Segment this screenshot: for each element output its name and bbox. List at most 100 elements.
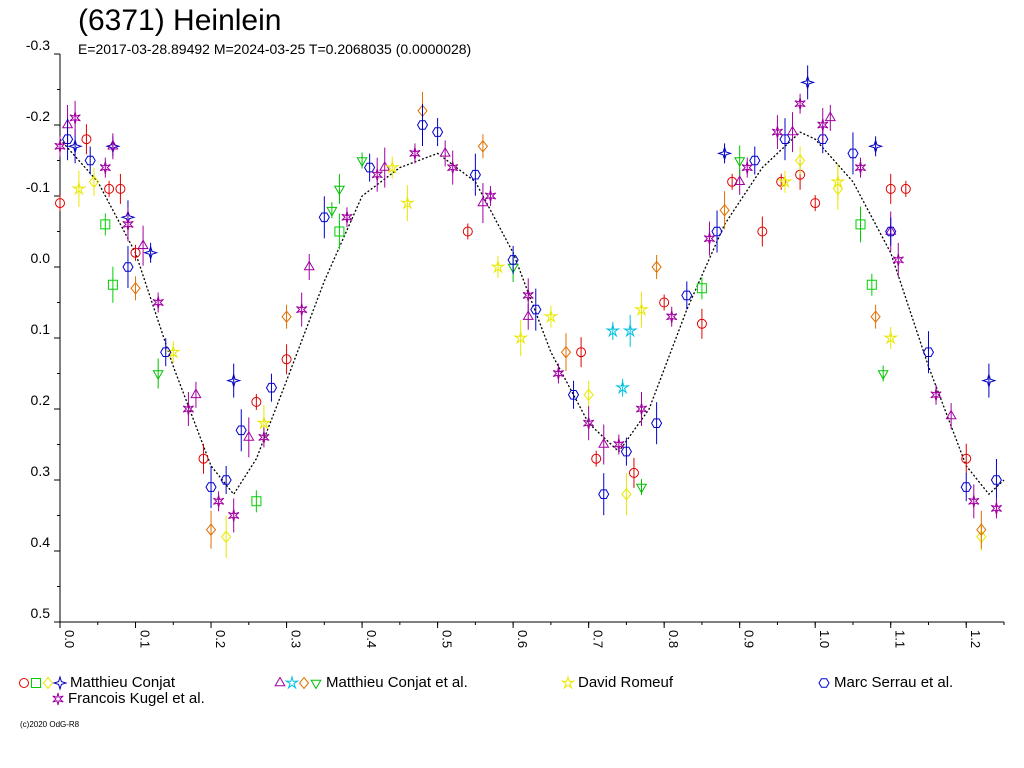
data-point [696, 318, 707, 329]
data-point [371, 168, 383, 181]
series-group [67, 65, 997, 398]
legend-label: David Romeuf [578, 674, 674, 691]
data-point [205, 482, 217, 492]
data-point [576, 347, 587, 358]
data-point [981, 372, 997, 389]
data-point [334, 226, 345, 237]
data-point [990, 475, 1002, 485]
data-point [749, 155, 761, 166]
data-point [598, 489, 610, 499]
series-group [61, 104, 957, 465]
x-tick-label: 0.5 [440, 630, 455, 648]
x-tick-label: 1.0 [817, 630, 832, 648]
data-point [847, 148, 859, 159]
data-point [477, 140, 489, 153]
data-point [160, 347, 172, 357]
data-point [883, 330, 899, 345]
data-point [439, 146, 451, 157]
series-group [152, 145, 889, 496]
data-point [810, 198, 821, 209]
data-point [741, 161, 753, 174]
series-group [55, 124, 972, 488]
fit-curve [59, 131, 1005, 496]
data-point [69, 111, 81, 125]
data-point [62, 134, 74, 144]
legend-markers [818, 678, 830, 688]
y-tick-label: 0.1 [31, 321, 51, 337]
series-group [605, 314, 638, 397]
data-point [296, 303, 308, 316]
data-point [757, 226, 768, 237]
data-point [583, 417, 595, 430]
data-point [635, 483, 648, 494]
x-tick-label: 0.3 [289, 630, 304, 648]
data-point [621, 487, 632, 501]
data-point [462, 226, 473, 237]
data-point [990, 502, 1002, 515]
x-tick-label: 0.0 [62, 630, 77, 648]
data-point [100, 219, 111, 230]
data-point [976, 523, 987, 536]
data-point [583, 388, 594, 402]
series-group [130, 91, 987, 549]
data-point [303, 260, 315, 271]
data-point [605, 322, 621, 338]
legend-marker [52, 675, 68, 691]
data-point [620, 446, 632, 457]
data-point [885, 183, 896, 194]
data-point [152, 296, 164, 309]
data-point [182, 402, 194, 416]
data-point [885, 226, 897, 237]
data-point [711, 226, 723, 237]
data-point [900, 183, 911, 194]
data-point [930, 388, 942, 401]
data-point [892, 253, 904, 267]
data-point [635, 402, 648, 416]
data-point [447, 161, 459, 174]
data-point [469, 169, 481, 180]
data-point [628, 467, 639, 478]
legend-markers [274, 675, 322, 690]
data-point [591, 453, 602, 464]
x-tick-label: 0.2 [213, 630, 228, 648]
data-point [130, 247, 141, 258]
data-point [543, 308, 559, 324]
data-point [225, 372, 242, 389]
data-point [794, 154, 806, 167]
data-point [854, 161, 867, 174]
legend-marker [31, 678, 41, 688]
x-tick-label: 0.7 [591, 630, 606, 648]
data-point [734, 175, 746, 185]
data-point [326, 206, 338, 217]
legend-label: Francois Kugel et al. [68, 690, 205, 707]
y-tick-label: -0.1 [26, 179, 50, 195]
copyright-notice: (c)2020 OdG-R8 [20, 720, 80, 729]
data-point [399, 195, 415, 210]
data-point [866, 279, 877, 290]
legend-marker [19, 678, 29, 688]
data-point [530, 304, 542, 315]
data-point [341, 211, 353, 224]
data-point [522, 310, 534, 320]
data-point [681, 290, 693, 301]
legend-marker [310, 679, 322, 690]
legend-marker [818, 678, 830, 688]
data-point [651, 418, 663, 428]
data-point [855, 219, 866, 230]
data-point [333, 185, 346, 196]
data-point [666, 310, 678, 323]
data-point [786, 125, 799, 136]
data-point [88, 175, 100, 189]
y-tick-label: 0.0 [31, 250, 51, 266]
data-point [54, 140, 66, 153]
data-point [968, 495, 980, 508]
data-point [243, 430, 255, 441]
data-point [55, 198, 65, 209]
data-point [598, 437, 610, 448]
data-point [256, 415, 272, 430]
data-point [432, 127, 444, 137]
data-point [613, 438, 625, 451]
data-point [651, 260, 662, 274]
data-point [799, 74, 816, 91]
data-point [830, 173, 846, 189]
